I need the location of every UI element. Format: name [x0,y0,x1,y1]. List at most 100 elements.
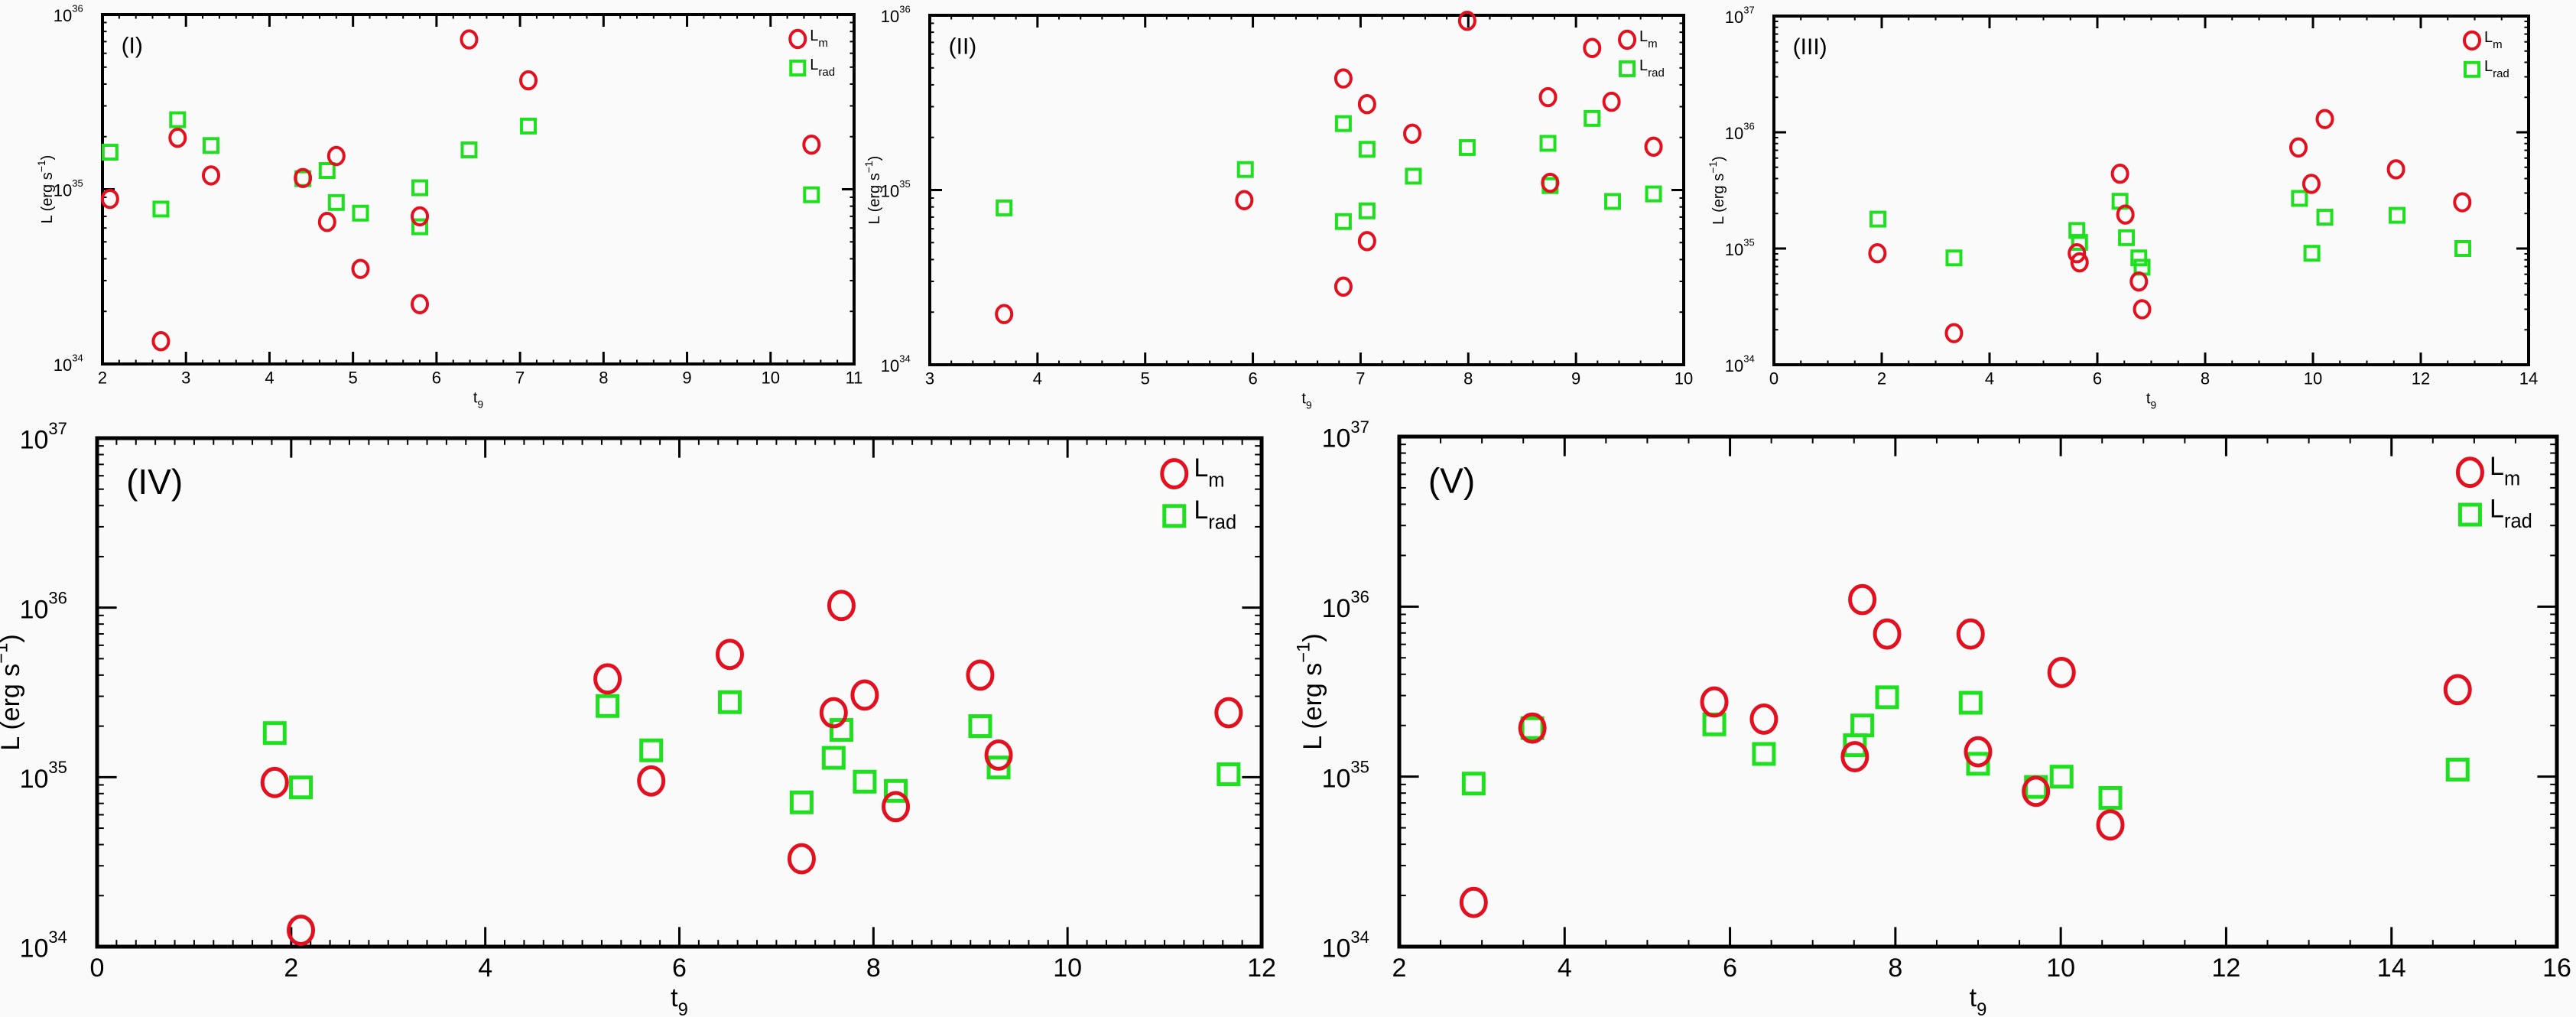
legend-marker-lm [1618,29,1637,50]
data-point-lrad [803,186,820,203]
legend-label: Lm [1639,28,1658,50]
plot-frame [101,13,856,366]
data-point-lrad [2098,785,2123,810]
y-axis-label-tail: ) [866,156,883,161]
x-tick-label: 16 [2542,954,2571,983]
data-point-lrad [1875,685,1899,710]
data-point-lrad [1752,742,1776,766]
data-point-lm [715,638,744,671]
data-point-lrad [596,694,620,718]
x-tick-label: 8 [1463,369,1473,388]
data-point-lm [2068,243,2087,264]
panel-label: (III) [1793,34,1827,60]
series-Lrad [101,111,820,236]
data-point-lrad [1405,167,1422,185]
x-axis-label-main: t [1301,391,1306,408]
data-point-lm [882,791,911,823]
data-point-lrad [352,204,369,222]
data-point-lm [1956,618,1985,650]
legend-label: Lrad [1194,496,1236,534]
series-Lm [1868,109,2472,343]
series-Lm [995,11,1663,324]
data-point-lrad [289,775,313,800]
data-point-lm [2116,204,2135,225]
panel-4: 0246810121034103510361037t9L (erg s−1)(I… [0,419,1276,1017]
data-point-lrad [968,714,992,739]
x-tick-label: 4 [265,368,274,387]
y-axis-label: L (erg s−1) [35,155,56,224]
y-tick-exponent: 34 [48,928,67,947]
y-tick-base: 10 [54,6,72,25]
data-point-lm [1235,190,1254,210]
panel-label: (II) [949,34,977,59]
data-point-lm [1518,712,1547,744]
data-point-lm [294,167,313,188]
x-tick-label: 4 [1033,369,1042,388]
y-axis-label-main: L (erg s [866,173,883,224]
data-point-lm [260,766,289,798]
x-tick-label: 6 [672,954,687,983]
data-point-lm [201,165,220,186]
y-tick-label: 1035 [54,177,83,200]
y-tick-base: 10 [54,180,72,200]
legend-marker-lm [2462,30,2481,51]
y-tick-label: 1035 [881,178,911,200]
x-tick-label: 10 [2046,954,2075,983]
legend-label-main: L [2490,452,2504,481]
data-point-lrad [717,690,742,714]
x-tick-label: 6 [1248,369,1257,388]
x-tick-label: 10 [1053,954,1082,983]
data-point-lrad [1966,752,1990,776]
legend-label-main: L [1194,453,1208,483]
data-point-lrad [1539,135,1557,152]
y-axis-label-sup: −1 [1294,642,1314,663]
data-point-lm [1644,136,1663,158]
data-point-lm [1583,37,1602,58]
panel-label: (I) [122,33,143,58]
legend-label-sub: rad [2504,511,2532,532]
y-tick-exponent: 37 [1743,5,1754,16]
series-Lrad [1869,190,2471,276]
data-point-lrad [1334,115,1352,132]
x-tick-label: 14 [2519,369,2538,388]
y-tick-base: 10 [20,765,49,794]
data-point-lm [519,70,538,91]
x-tick-label: 8 [866,954,881,983]
y-tick-label: 1036 [20,589,67,625]
data-point-lm [2386,159,2405,180]
legend-label-sub: rad [1648,67,1665,80]
data-point-lm [593,663,622,695]
data-point-lrad [829,718,853,742]
y-tick-label: 1036 [881,4,911,26]
y-axis-label: L (erg s−1) [862,156,883,225]
legend-marker-lrad [789,59,807,76]
x-tick-label: 3 [925,369,934,388]
x-tick-label: 0 [1769,369,1779,388]
data-point-lm [1541,172,1560,193]
y-axis-label-sup: −1 [35,160,47,172]
x-tick-label: 8 [2201,369,2210,388]
y-tick-exponent: 37 [48,419,67,438]
x-axis-label-sub: 9 [1977,999,1986,1017]
y-tick-label: 1035 [20,758,67,794]
data-point-lm [2070,252,2089,273]
x-tick-label: 8 [599,368,608,387]
data-point-lrad [1958,690,1983,715]
y-tick-label: 1037 [1322,418,1369,453]
y-tick-label: 1036 [1725,121,1755,143]
x-tick-label: 12 [2212,954,2241,983]
x-tick-label: 10 [762,368,780,387]
y-tick-base: 10 [1725,124,1743,143]
data-point-lm [1214,697,1243,729]
legend-label: Lm [2484,29,2503,51]
data-point-lrad [996,199,1013,216]
legend-label-sub: rad [2493,67,2509,80]
legend-label-main: L [810,57,818,73]
y-axis-label: L (erg s−1) [1707,156,1727,225]
data-point-lm [2096,809,2125,841]
y-tick-base: 10 [1322,764,1351,793]
